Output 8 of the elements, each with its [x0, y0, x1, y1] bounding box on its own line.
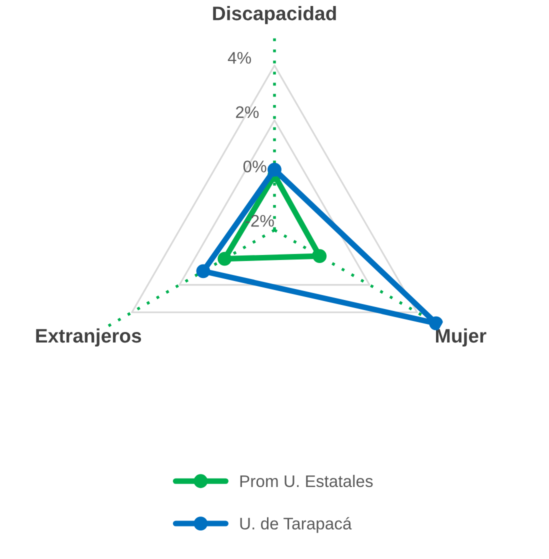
spoke-label: Extranjeros [36, 328, 142, 347]
spoke-label: Mujer [436, 328, 486, 347]
y-tick-label: 4% [228, 52, 251, 64]
legend-label: Prom U. Estatales [240, 474, 373, 488]
spoke-label: Discapacidad [213, 6, 336, 24]
y-tick-label: 2% [236, 106, 259, 118]
y-tick-label: 0% [243, 160, 266, 172]
legend-label: U. de Tarapacá [240, 517, 352, 533]
